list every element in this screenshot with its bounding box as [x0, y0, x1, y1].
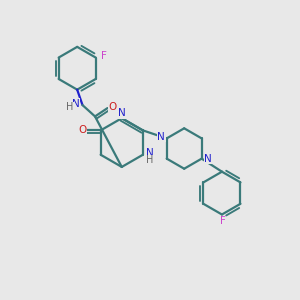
- Text: N: N: [204, 154, 212, 164]
- Text: F: F: [220, 216, 226, 226]
- Text: F: F: [101, 51, 107, 61]
- Text: N: N: [146, 148, 153, 158]
- Text: H: H: [146, 155, 153, 165]
- Text: N: N: [72, 99, 80, 109]
- Text: H: H: [66, 103, 74, 112]
- Text: O: O: [109, 102, 117, 112]
- Text: N: N: [118, 108, 126, 118]
- Text: N: N: [158, 132, 165, 142]
- Text: O: O: [78, 125, 86, 135]
